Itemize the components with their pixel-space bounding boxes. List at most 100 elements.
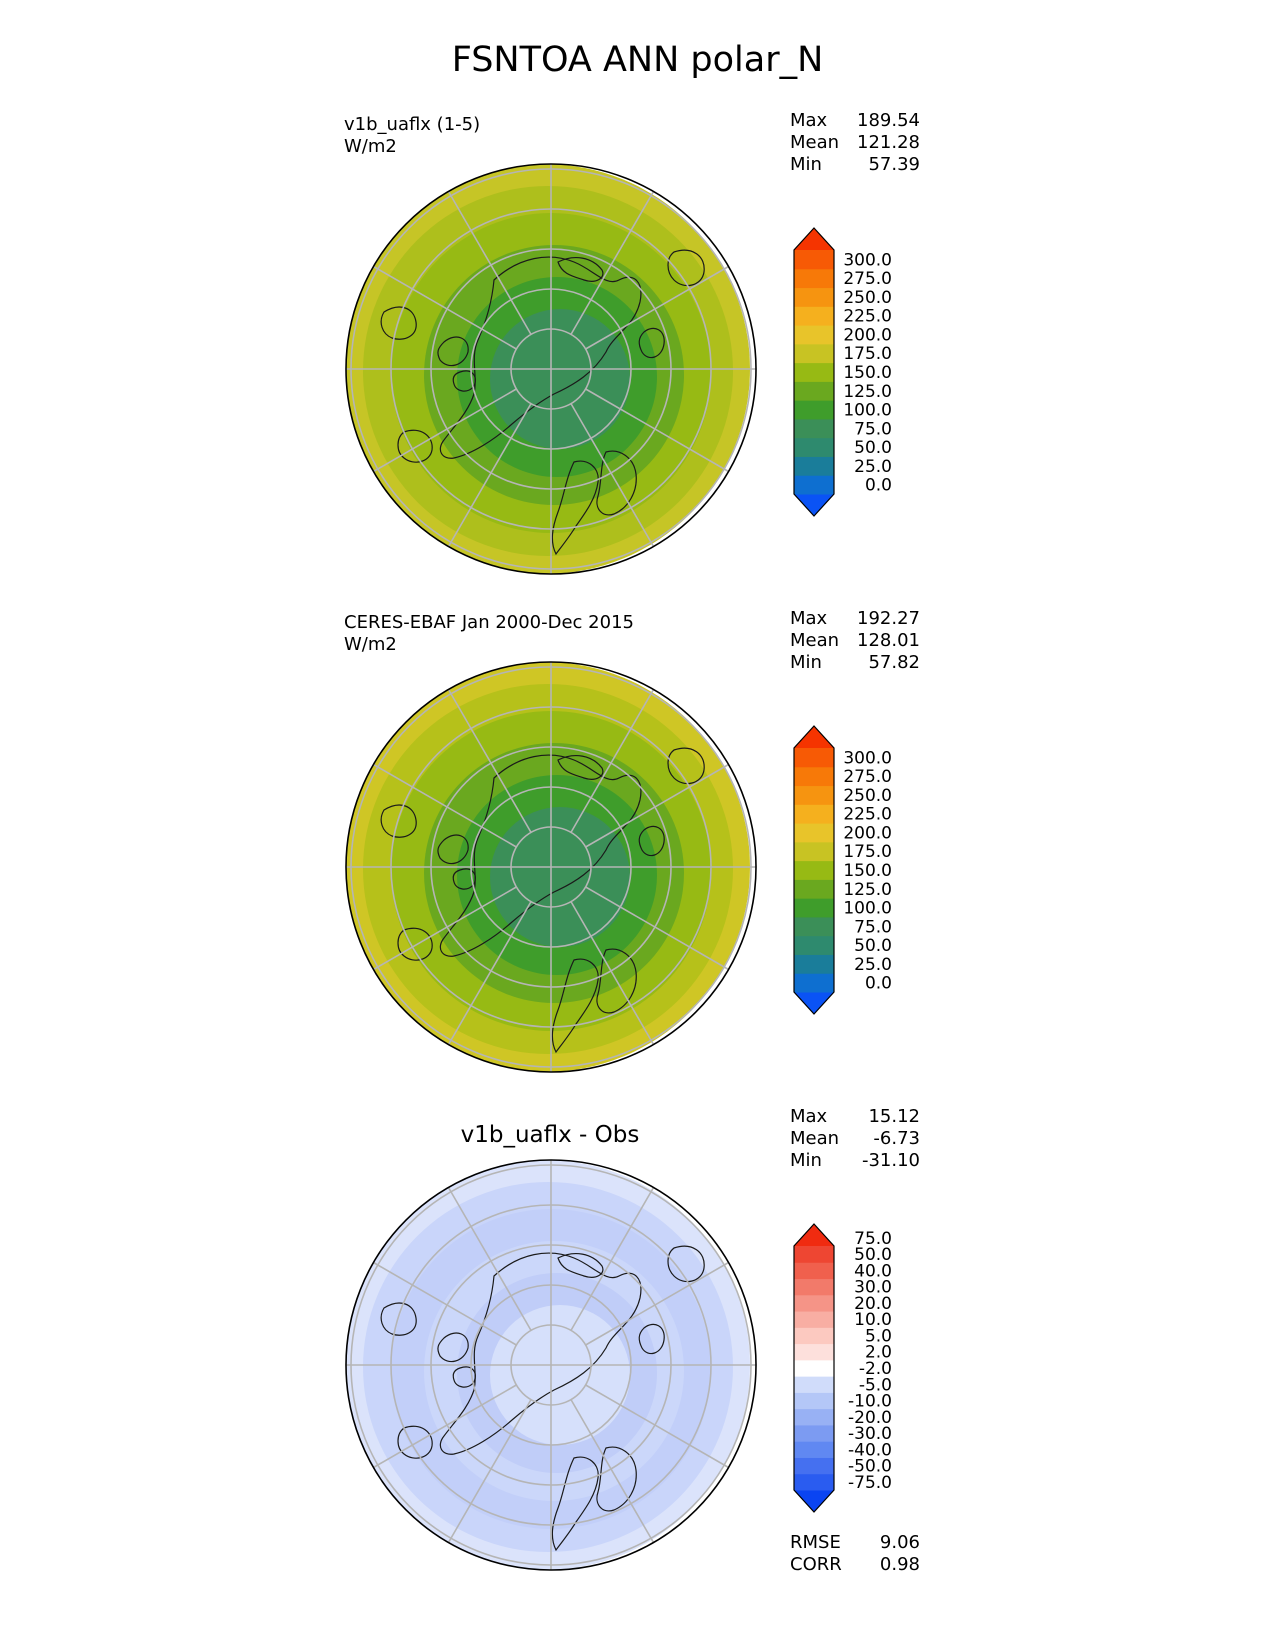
stat-label: Min — [790, 1150, 822, 1171]
colorbar-tick-label: 225.0 — [843, 805, 892, 825]
meridian-line — [373, 763, 517, 848]
colorbar-tick-label: 20.0 — [854, 1294, 892, 1314]
colorbar-segment — [794, 1473, 834, 1491]
stat-row: Min 57.39 — [790, 154, 920, 176]
colorbar-tick-label: -75.0 — [848, 1473, 892, 1493]
stat-row: Min 57.82 — [790, 652, 920, 674]
colorbar-segment — [794, 1311, 834, 1328]
colorbar-segment — [794, 287, 834, 307]
meridian-line — [373, 886, 517, 971]
colorbar-segment — [794, 1262, 834, 1280]
colorbar-tick-label: 125.0 — [843, 880, 892, 900]
colorbar-segment — [794, 860, 834, 880]
stats-box: Max 192.27 Mean 128.01 Min 57.82 — [790, 608, 920, 674]
meridian-line — [447, 1187, 532, 1331]
colorbar-tick-label: 275.0 — [843, 269, 892, 289]
stat-value: 128.01 — [857, 630, 920, 651]
colorbar-tick-label: 75.0 — [854, 917, 892, 937]
coastline — [439, 1252, 642, 1455]
coastline — [667, 747, 705, 785]
colorbar-tick-label: 50.0 — [854, 1245, 892, 1265]
colorbar-segment — [794, 748, 834, 768]
stat-value: 0.98 — [879, 1554, 920, 1575]
colorbar-tick-label: -30.0 — [848, 1424, 892, 1444]
colorbar-tick-label: 300.0 — [843, 250, 892, 270]
stat-row: Max 189.54 — [790, 110, 920, 132]
colorbar-segment — [794, 250, 834, 270]
colorbar-segment — [794, 1457, 834, 1475]
colorbar-segment — [794, 954, 834, 974]
stat-label: Min — [790, 154, 822, 175]
stats-box: Max 189.54 Mean 121.28 Min 57.39 — [790, 110, 920, 176]
panel-units-label: W/m2 — [344, 634, 397, 655]
colorbar-tick-label: 25.0 — [854, 457, 892, 477]
stat-label: Max — [790, 608, 828, 629]
coastline — [380, 306, 417, 340]
coastline — [557, 256, 604, 282]
colorbar-segment — [794, 1359, 834, 1377]
meridian-line — [447, 901, 532, 1045]
meridian-line — [585, 388, 729, 473]
coastline — [596, 450, 637, 516]
meridian-line — [570, 901, 655, 1045]
colorbar-tick-label: 200.0 — [843, 823, 892, 843]
colorbar-segment — [794, 879, 834, 899]
panel-name-label: v1b_uaflx (1-5) — [344, 114, 481, 135]
colorbar-tick-label: -20.0 — [848, 1408, 892, 1428]
colorbar-segment — [794, 992, 834, 1014]
colorbar-segment — [794, 1343, 834, 1361]
coastline — [638, 1323, 665, 1355]
reference-panel: CERES-EBAF Jan 2000-Dec 2015 W/m2 Max 192… — [0, 608, 1275, 1088]
meridian-line — [585, 886, 729, 971]
meridian-line — [447, 1399, 532, 1543]
stat-row: Mean 121.28 — [790, 132, 920, 154]
meridian-line — [570, 1399, 655, 1543]
colorbar-tick-label: 10.0 — [854, 1310, 892, 1330]
coastline — [452, 868, 476, 890]
figure-title: FSNTOA ANN polar_N — [451, 40, 824, 80]
colorbar-segment — [794, 841, 834, 862]
coastline — [437, 1332, 469, 1363]
stat-row: Mean 128.01 — [790, 630, 920, 652]
colorbar-segment — [794, 1278, 834, 1296]
colorbar-tick-label: 100.0 — [843, 899, 892, 919]
coastline — [380, 1302, 417, 1336]
colorbar-segment — [794, 898, 834, 918]
map-boundary — [345, 1159, 757, 1571]
meridian-line — [373, 265, 517, 350]
colorbar-segment — [794, 400, 834, 420]
meridian-line — [585, 1261, 729, 1346]
colorbar-segment — [794, 1490, 834, 1512]
colorbar-segment — [794, 785, 834, 805]
stat-label: CORR — [790, 1554, 842, 1575]
colorbar-tick-label: 225.0 — [843, 307, 892, 327]
colorbar-tick-label: 75.0 — [854, 1229, 892, 1249]
stat-label: Mean — [790, 630, 840, 651]
meridian-line — [373, 388, 517, 473]
colorbar-segment — [794, 1408, 834, 1426]
error-stats-box: RMSE 9.06 CORR 0.98 — [790, 1532, 920, 1576]
colorbar: -75.0-50.0-40.0-30.0-20.0-10.0-5.0-2.02.… — [793, 1223, 892, 1513]
stat-value: -6.73 — [873, 1128, 920, 1149]
stat-row: Max 192.27 — [790, 608, 920, 630]
coastline — [557, 754, 604, 780]
stat-value: 57.82 — [868, 652, 920, 673]
colorbar-segment — [794, 306, 834, 326]
meridian-line — [570, 689, 655, 833]
coastline — [638, 327, 665, 359]
colorbar: 0.025.050.075.0100.0125.0150.0175.0200.0… — [793, 725, 892, 1015]
colorbar-segment — [794, 916, 834, 937]
colorbar-tick-label: 100.0 — [843, 401, 892, 421]
colorbar-segment — [794, 381, 834, 401]
colorbar-tick-label: 175.0 — [843, 842, 892, 862]
colorbar-segment — [794, 766, 834, 787]
meridian-line — [447, 403, 532, 547]
colorbar-segment — [794, 1392, 834, 1410]
colorbar-segment — [794, 494, 834, 516]
stat-label: Min — [790, 652, 822, 673]
stat-label: Mean — [790, 132, 840, 153]
difference-panel: v1b_uaflx - Obs Max 15.12 Mean -6.73 Min -31.… — [0, 1106, 1275, 1586]
stat-row: Mean -6.73 — [790, 1128, 920, 1150]
colorbar-segment — [794, 418, 834, 439]
colorbar-segment — [794, 726, 834, 748]
